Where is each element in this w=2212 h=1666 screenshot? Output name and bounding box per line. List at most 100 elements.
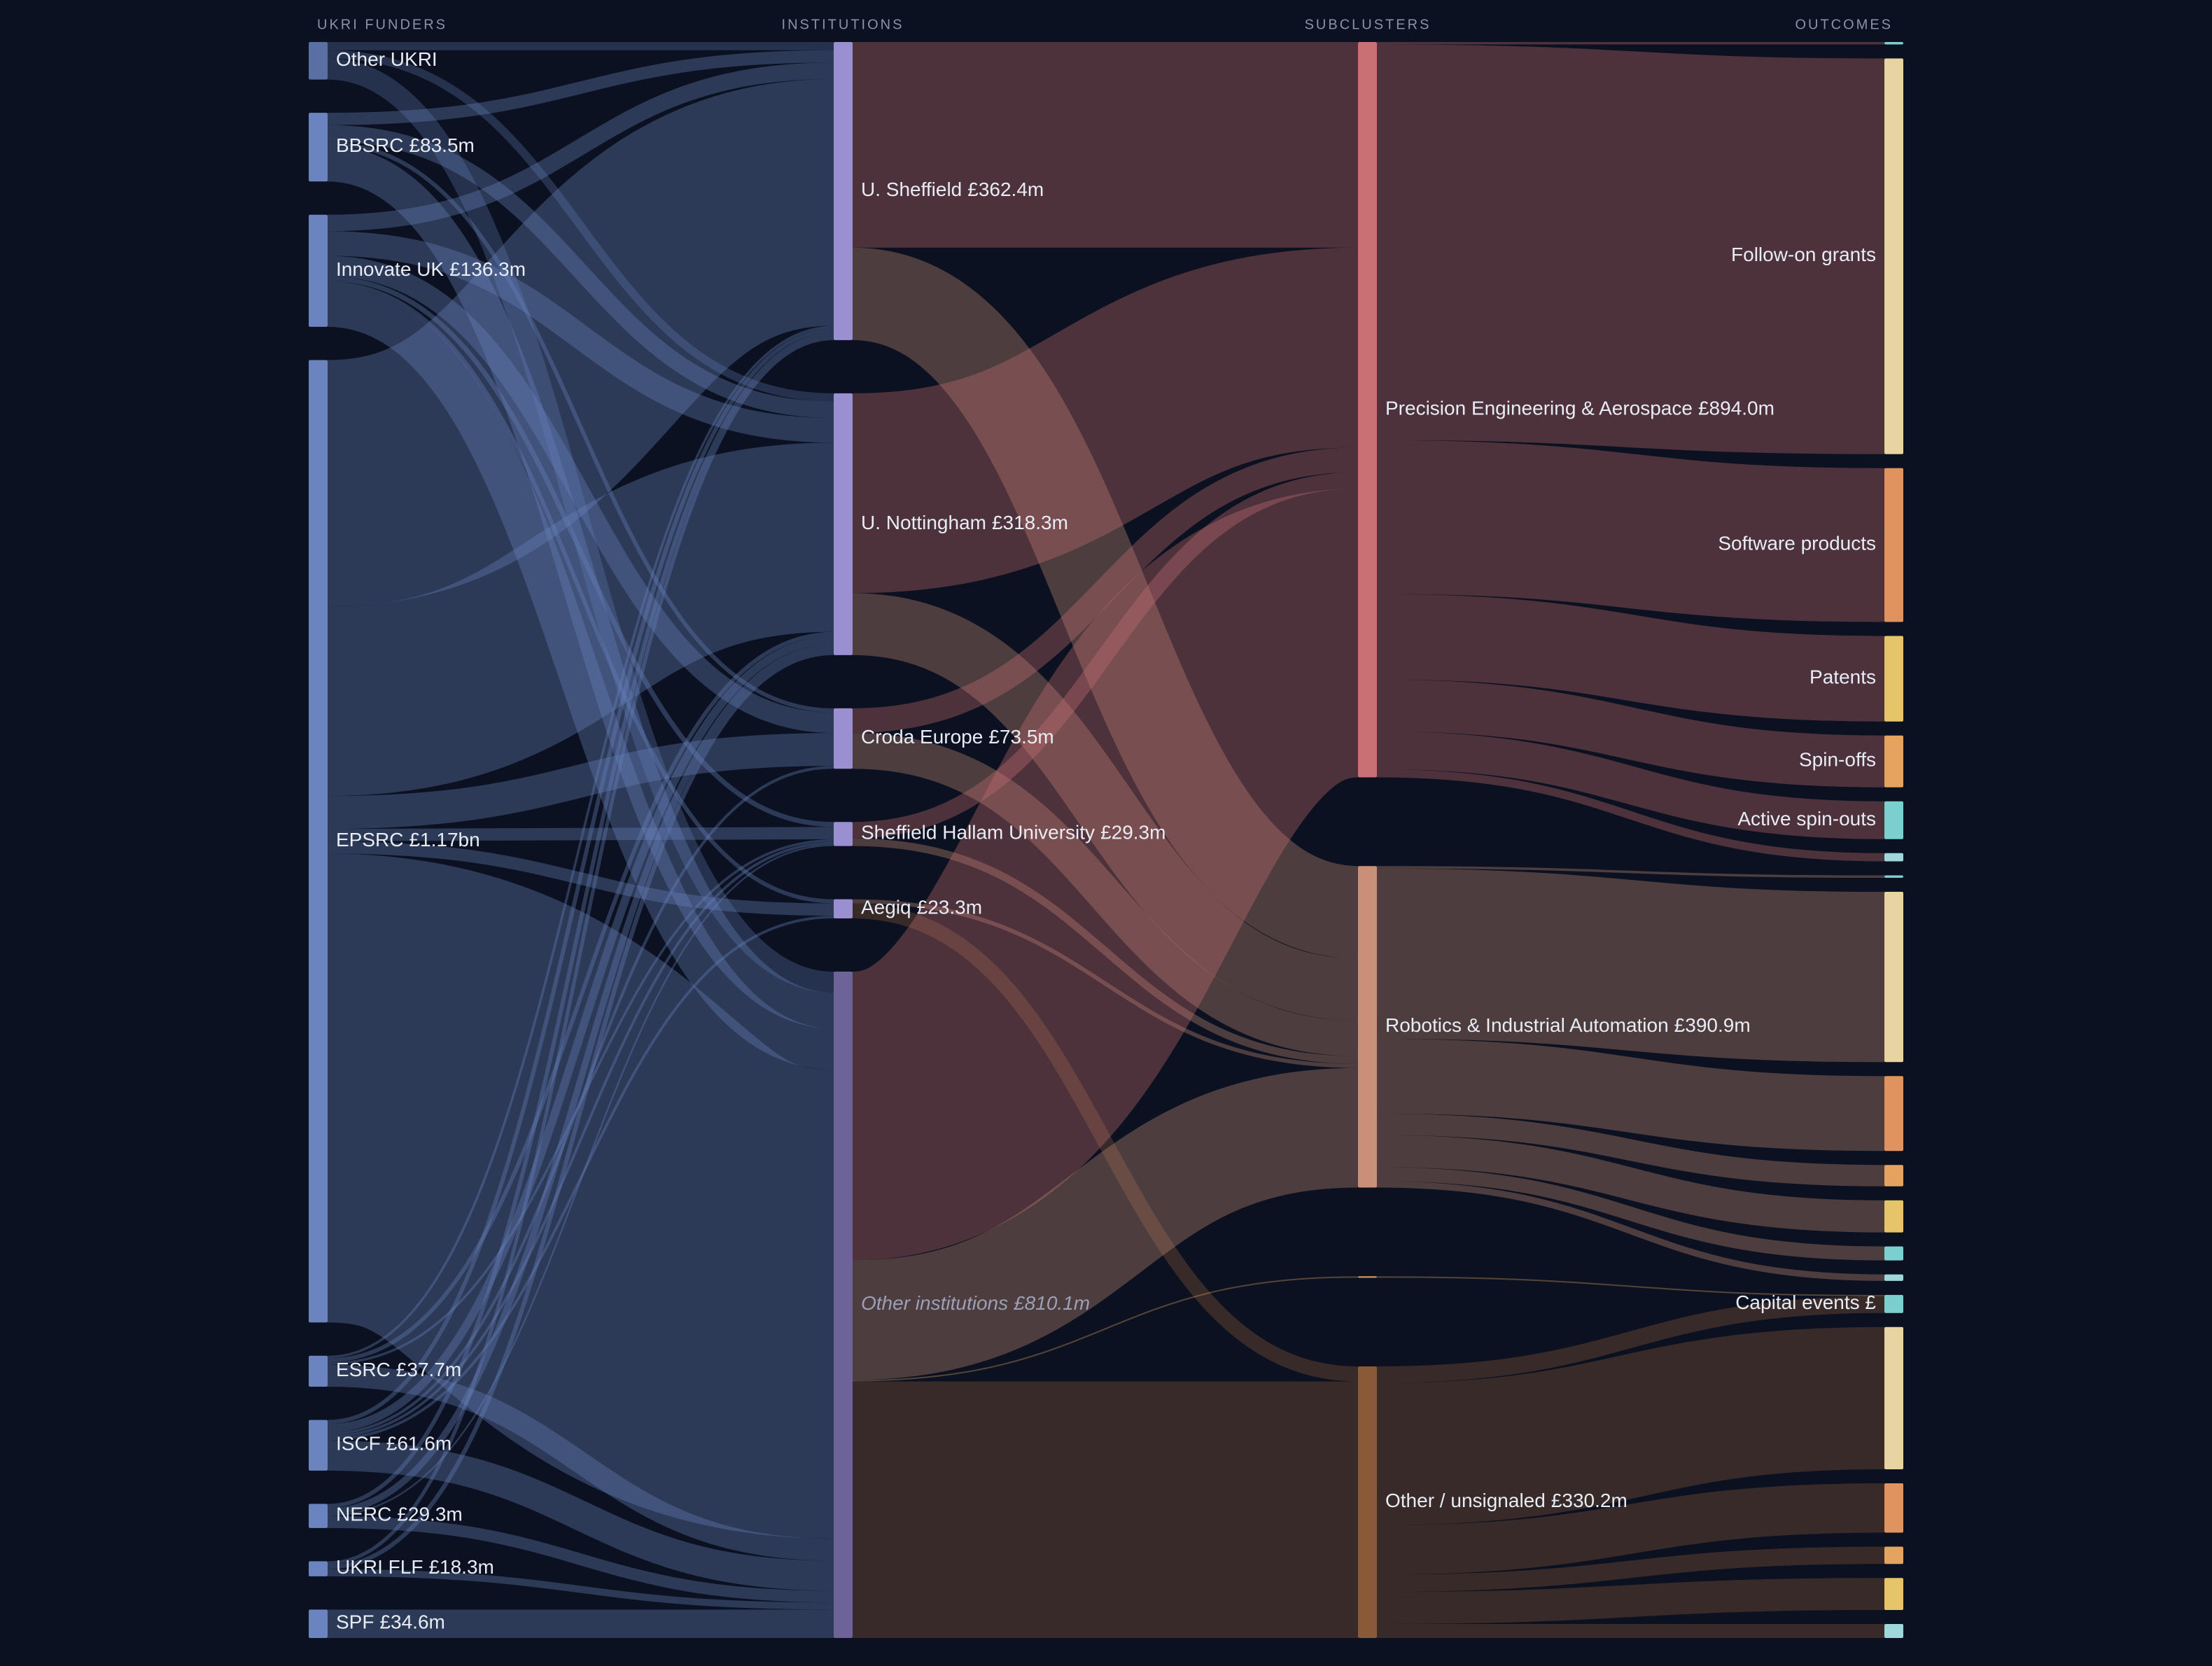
node <box>834 899 853 919</box>
link <box>1376 1276 1885 1296</box>
column-header: OUTCOMES <box>1795 17 1893 32</box>
link <box>327 1441 834 1591</box>
labels: UKRI FUNDERS INSTITUTIONS SUBCLUSTERS OUTCO… <box>317 17 1893 1633</box>
link <box>327 125 834 419</box>
link <box>1376 44 1885 454</box>
link <box>1376 731 1885 839</box>
node <box>834 393 853 655</box>
node-value: £29.3m <box>1100 822 1166 844</box>
node <box>1884 801 1903 839</box>
node <box>1884 875 1903 878</box>
node-label: U. Nottingham £318.3m <box>861 512 1068 533</box>
node <box>1884 468 1903 622</box>
node <box>1884 1294 1903 1313</box>
node-label: BBSRC £83.5m <box>336 135 475 157</box>
node-name: Capital events £ <box>1735 1292 1876 1313</box>
node-value: £37.7m <box>396 1359 461 1380</box>
node-label: Aegiq £23.3m <box>861 897 982 918</box>
link <box>1376 1181 1885 1281</box>
link <box>852 447 1359 734</box>
node-name: Robotics & Industrial Automation <box>1385 1014 1669 1036</box>
link <box>327 841 834 1438</box>
node-label: SPF £34.6m <box>336 1611 445 1633</box>
link <box>327 62 834 232</box>
link <box>322 853 839 1539</box>
node <box>309 1504 328 1528</box>
node <box>309 1609 328 1638</box>
node-value: £61.6m <box>386 1433 451 1455</box>
node-name: ISCF <box>336 1433 381 1455</box>
link <box>1376 1578 1885 1625</box>
link <box>852 899 1359 1068</box>
node <box>1884 1546 1903 1564</box>
node-name: Aegiq <box>861 897 911 918</box>
node-label: Innovate UK £136.3m <box>336 258 526 280</box>
node-value: £18.3m <box>428 1556 493 1578</box>
link <box>327 141 834 713</box>
node-label: Patents <box>1809 666 1876 688</box>
node-label: U. Sheffield £362.4m <box>861 178 1044 200</box>
node <box>309 1355 328 1387</box>
link <box>1376 594 1885 722</box>
link <box>327 336 834 1565</box>
link <box>327 631 834 1363</box>
node-label: Other UKRI <box>336 48 438 70</box>
link <box>327 827 834 841</box>
node-value: £810.1m <box>1013 1292 1090 1314</box>
node-name: Software products <box>1718 533 1876 554</box>
link <box>852 593 1359 1021</box>
node <box>1884 58 1903 454</box>
node <box>834 972 853 1638</box>
link <box>852 733 1359 1056</box>
node-label: Croda Europe £73.5m <box>861 726 1054 748</box>
link <box>851 1068 1359 1380</box>
node <box>1358 866 1377 1188</box>
link <box>327 281 834 904</box>
node-value: £34.6m <box>379 1611 444 1633</box>
link <box>851 247 1359 594</box>
node-name: Innovate UK <box>336 258 444 280</box>
link <box>1376 868 1885 1063</box>
node-value: £136.3m <box>449 258 526 280</box>
column-header: UKRI FUNDERS <box>317 17 447 32</box>
node-value: £894.0m <box>1698 398 1774 419</box>
node-label: Active spin-outs <box>1737 808 1876 830</box>
node-name: NERC <box>336 1504 391 1525</box>
node <box>1884 1076 1903 1152</box>
link <box>327 844 834 1517</box>
node-name: Follow-on grants <box>1731 244 1876 266</box>
link <box>852 903 1359 1382</box>
link <box>327 733 834 830</box>
link <box>327 276 834 827</box>
node-name: U. Sheffield <box>861 178 962 200</box>
link <box>327 644 834 1515</box>
node-label: ESRC £37.7m <box>336 1359 461 1380</box>
node <box>1884 1246 1903 1261</box>
link <box>852 472 1359 839</box>
column-header: SUBCLUSTERS <box>1305 17 1432 32</box>
link <box>1376 1038 1885 1152</box>
node-name: Other / unsignaled <box>1385 1490 1546 1511</box>
node-name: Other institutions <box>861 1292 1008 1314</box>
link <box>327 1364 834 1561</box>
node-label: Robotics & Industrial Automation £390.9m <box>1385 1014 1751 1036</box>
node <box>834 708 853 769</box>
node-value: £73.5m <box>988 726 1054 748</box>
node <box>309 113 328 182</box>
node-name: Active spin-outs <box>1737 808 1876 830</box>
node-name: Other UKRI <box>336 48 438 70</box>
link <box>846 489 1365 1261</box>
links <box>322 41 1885 1639</box>
node <box>1884 735 1903 788</box>
node-value: £1.17bn <box>409 829 479 850</box>
link <box>327 326 834 1359</box>
node-value: £83.5m <box>409 135 474 157</box>
node-name: Croda Europe <box>861 726 983 748</box>
link <box>1376 1135 1885 1233</box>
node-name: SPF <box>336 1611 374 1633</box>
link <box>327 50 834 402</box>
link <box>327 231 834 443</box>
node-label: Precision Engineering & Aerospace £894.0m <box>1385 398 1774 419</box>
link <box>850 247 1361 959</box>
